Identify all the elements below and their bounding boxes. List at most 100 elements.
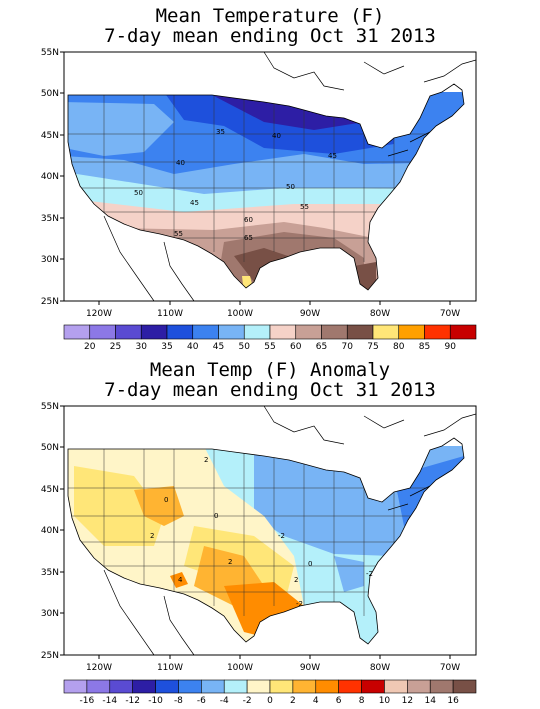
colorbar-swatch bbox=[86, 679, 111, 694]
colorbar-swatch bbox=[140, 324, 168, 340]
lon-label: 90W bbox=[300, 309, 320, 319]
colorbar-label: -10 bbox=[148, 696, 163, 706]
colorbar-label: -6 bbox=[197, 696, 206, 706]
contour-label: 2 bbox=[294, 576, 298, 584]
colorbar-label: -8 bbox=[174, 696, 183, 706]
colorbar-label: 12 bbox=[402, 696, 413, 706]
contour-label: 0 bbox=[164, 496, 168, 504]
temp-map-title: Mean Temperature (F) bbox=[155, 5, 385, 27]
contour-label: 2 bbox=[204, 456, 208, 464]
lon-label: 80W bbox=[370, 663, 390, 673]
colorbar-label: 25 bbox=[110, 342, 121, 352]
lat-label: 55N bbox=[41, 402, 59, 412]
lat-label: 50N bbox=[41, 89, 59, 99]
anomaly-map-subtitle: 7-day mean ending Oct 31 2013 bbox=[104, 379, 436, 401]
anomaly-map-title: Mean Temp (F) Anomaly bbox=[149, 359, 391, 381]
lat-label: 55N bbox=[41, 48, 59, 58]
coastline-outline bbox=[103, 51, 477, 302]
lat-label: 45N bbox=[41, 131, 59, 141]
colorbar-swatch bbox=[269, 324, 297, 340]
colorbar-label: 8 bbox=[359, 696, 365, 706]
anomaly-lat-labels: 55N 50N 45N 40N 35N 30N 25N bbox=[41, 402, 59, 661]
lon-label: 90W bbox=[300, 663, 320, 673]
colorbar-label: 30 bbox=[136, 342, 148, 352]
colorbar-swatch bbox=[346, 324, 374, 340]
colorbar-label: 2 bbox=[290, 696, 296, 706]
lat-label: 30N bbox=[41, 609, 59, 619]
lat-label: 35N bbox=[41, 568, 59, 578]
colorbar-swatch bbox=[246, 679, 271, 694]
anomaly-lon-labels: 120W 110W 100W 90W 80W 70W bbox=[86, 663, 460, 673]
colorbar-label: -2 bbox=[243, 696, 252, 706]
lon-label: 100W bbox=[227, 309, 253, 319]
lon-label: 110W bbox=[157, 663, 183, 673]
colorbar-swatch bbox=[201, 679, 225, 694]
colorbar-swatch bbox=[63, 679, 88, 694]
lon-label: 70W bbox=[440, 309, 460, 319]
contour-label: -2 bbox=[278, 532, 285, 540]
anomaly-map-panel: 2 0 2 0 2 4 -2 2 0 -2 -2 55N 50N 45N 40N… bbox=[41, 402, 477, 673]
colorbar-swatch bbox=[372, 324, 400, 340]
colorbar-swatch bbox=[429, 679, 454, 694]
colorbar-label: 90 bbox=[445, 342, 457, 352]
lon-label: 100W bbox=[227, 663, 253, 673]
colorbar-swatch bbox=[243, 324, 271, 340]
temp-map-subtitle: 7-day mean ending Oct 31 2013 bbox=[104, 25, 436, 47]
colorbar-label: 50 bbox=[239, 342, 251, 352]
colorbar-label: -16 bbox=[80, 696, 95, 706]
colorbar-swatch bbox=[192, 324, 219, 340]
colorbar-label: 60 bbox=[290, 342, 302, 352]
colorbar-label: 6 bbox=[336, 696, 342, 706]
contour-label: 55 bbox=[174, 230, 183, 238]
colorbar-swatch bbox=[452, 679, 477, 694]
lat-label: 25N bbox=[41, 651, 59, 661]
colorbar-swatch bbox=[223, 679, 248, 694]
colorbar-swatch bbox=[398, 324, 425, 340]
lon-label: 80W bbox=[370, 309, 390, 319]
colorbar-swatch bbox=[178, 679, 202, 694]
lat-label: 50N bbox=[41, 443, 59, 453]
contour-label: 4 bbox=[178, 576, 183, 584]
colorbar-swatch bbox=[218, 324, 245, 340]
colorbar-label: 16 bbox=[447, 696, 459, 706]
temp-contour-labels: 35 40 40 45 50 50 45 55 55 60 65 bbox=[134, 128, 337, 242]
contour-label: 65 bbox=[244, 234, 253, 242]
contour-label: 2 bbox=[228, 558, 232, 566]
colorbar-swatch bbox=[321, 324, 348, 340]
lon-label: 110W bbox=[157, 309, 183, 319]
temp-colorbar: 20 25 30 35 40 45 50 55 60 65 70 75 80 85 90 bbox=[63, 324, 477, 352]
colorbar-swatch bbox=[407, 679, 431, 694]
colorbar-label: -4 bbox=[220, 696, 229, 706]
colorbar-swatch bbox=[155, 679, 179, 694]
colorbar-swatch bbox=[449, 324, 477, 340]
colorbar-label: 65 bbox=[316, 342, 327, 352]
colorbar-swatch bbox=[338, 679, 362, 694]
colorbar-label: 35 bbox=[161, 342, 172, 352]
contour-label: -2 bbox=[296, 600, 303, 608]
colorbar-label: 20 bbox=[84, 342, 96, 352]
colorbar-swatch bbox=[115, 324, 142, 340]
colorbar-label: 80 bbox=[393, 342, 405, 352]
colorbar-label: 70 bbox=[342, 342, 354, 352]
lat-label: 40N bbox=[41, 526, 59, 536]
temp-map-panel: 35 40 40 45 50 50 45 55 55 60 65 55N 50N… bbox=[41, 48, 477, 319]
lat-label: 25N bbox=[41, 297, 59, 307]
contour-label: 60 bbox=[244, 216, 253, 224]
contour-label: -2 bbox=[366, 570, 373, 578]
colorbar-label: 10 bbox=[379, 696, 391, 706]
colorbar-swatch bbox=[315, 679, 339, 694]
contour-label: 50 bbox=[134, 189, 143, 197]
colorbar-label: -12 bbox=[125, 696, 140, 706]
colorbar-swatch bbox=[292, 679, 317, 694]
colorbar-swatch bbox=[361, 679, 385, 694]
coastline-outline bbox=[103, 405, 477, 656]
colorbar-swatch bbox=[269, 679, 294, 694]
colorbar-label: -14 bbox=[102, 696, 117, 706]
colorbar-label: 85 bbox=[419, 342, 430, 352]
colorbar-label: 55 bbox=[264, 342, 275, 352]
lat-label: 30N bbox=[41, 255, 59, 265]
colorbar-swatch bbox=[424, 324, 451, 340]
contour-label: 45 bbox=[328, 152, 337, 160]
lat-label: 45N bbox=[41, 485, 59, 495]
contour-label: 40 bbox=[176, 159, 185, 167]
